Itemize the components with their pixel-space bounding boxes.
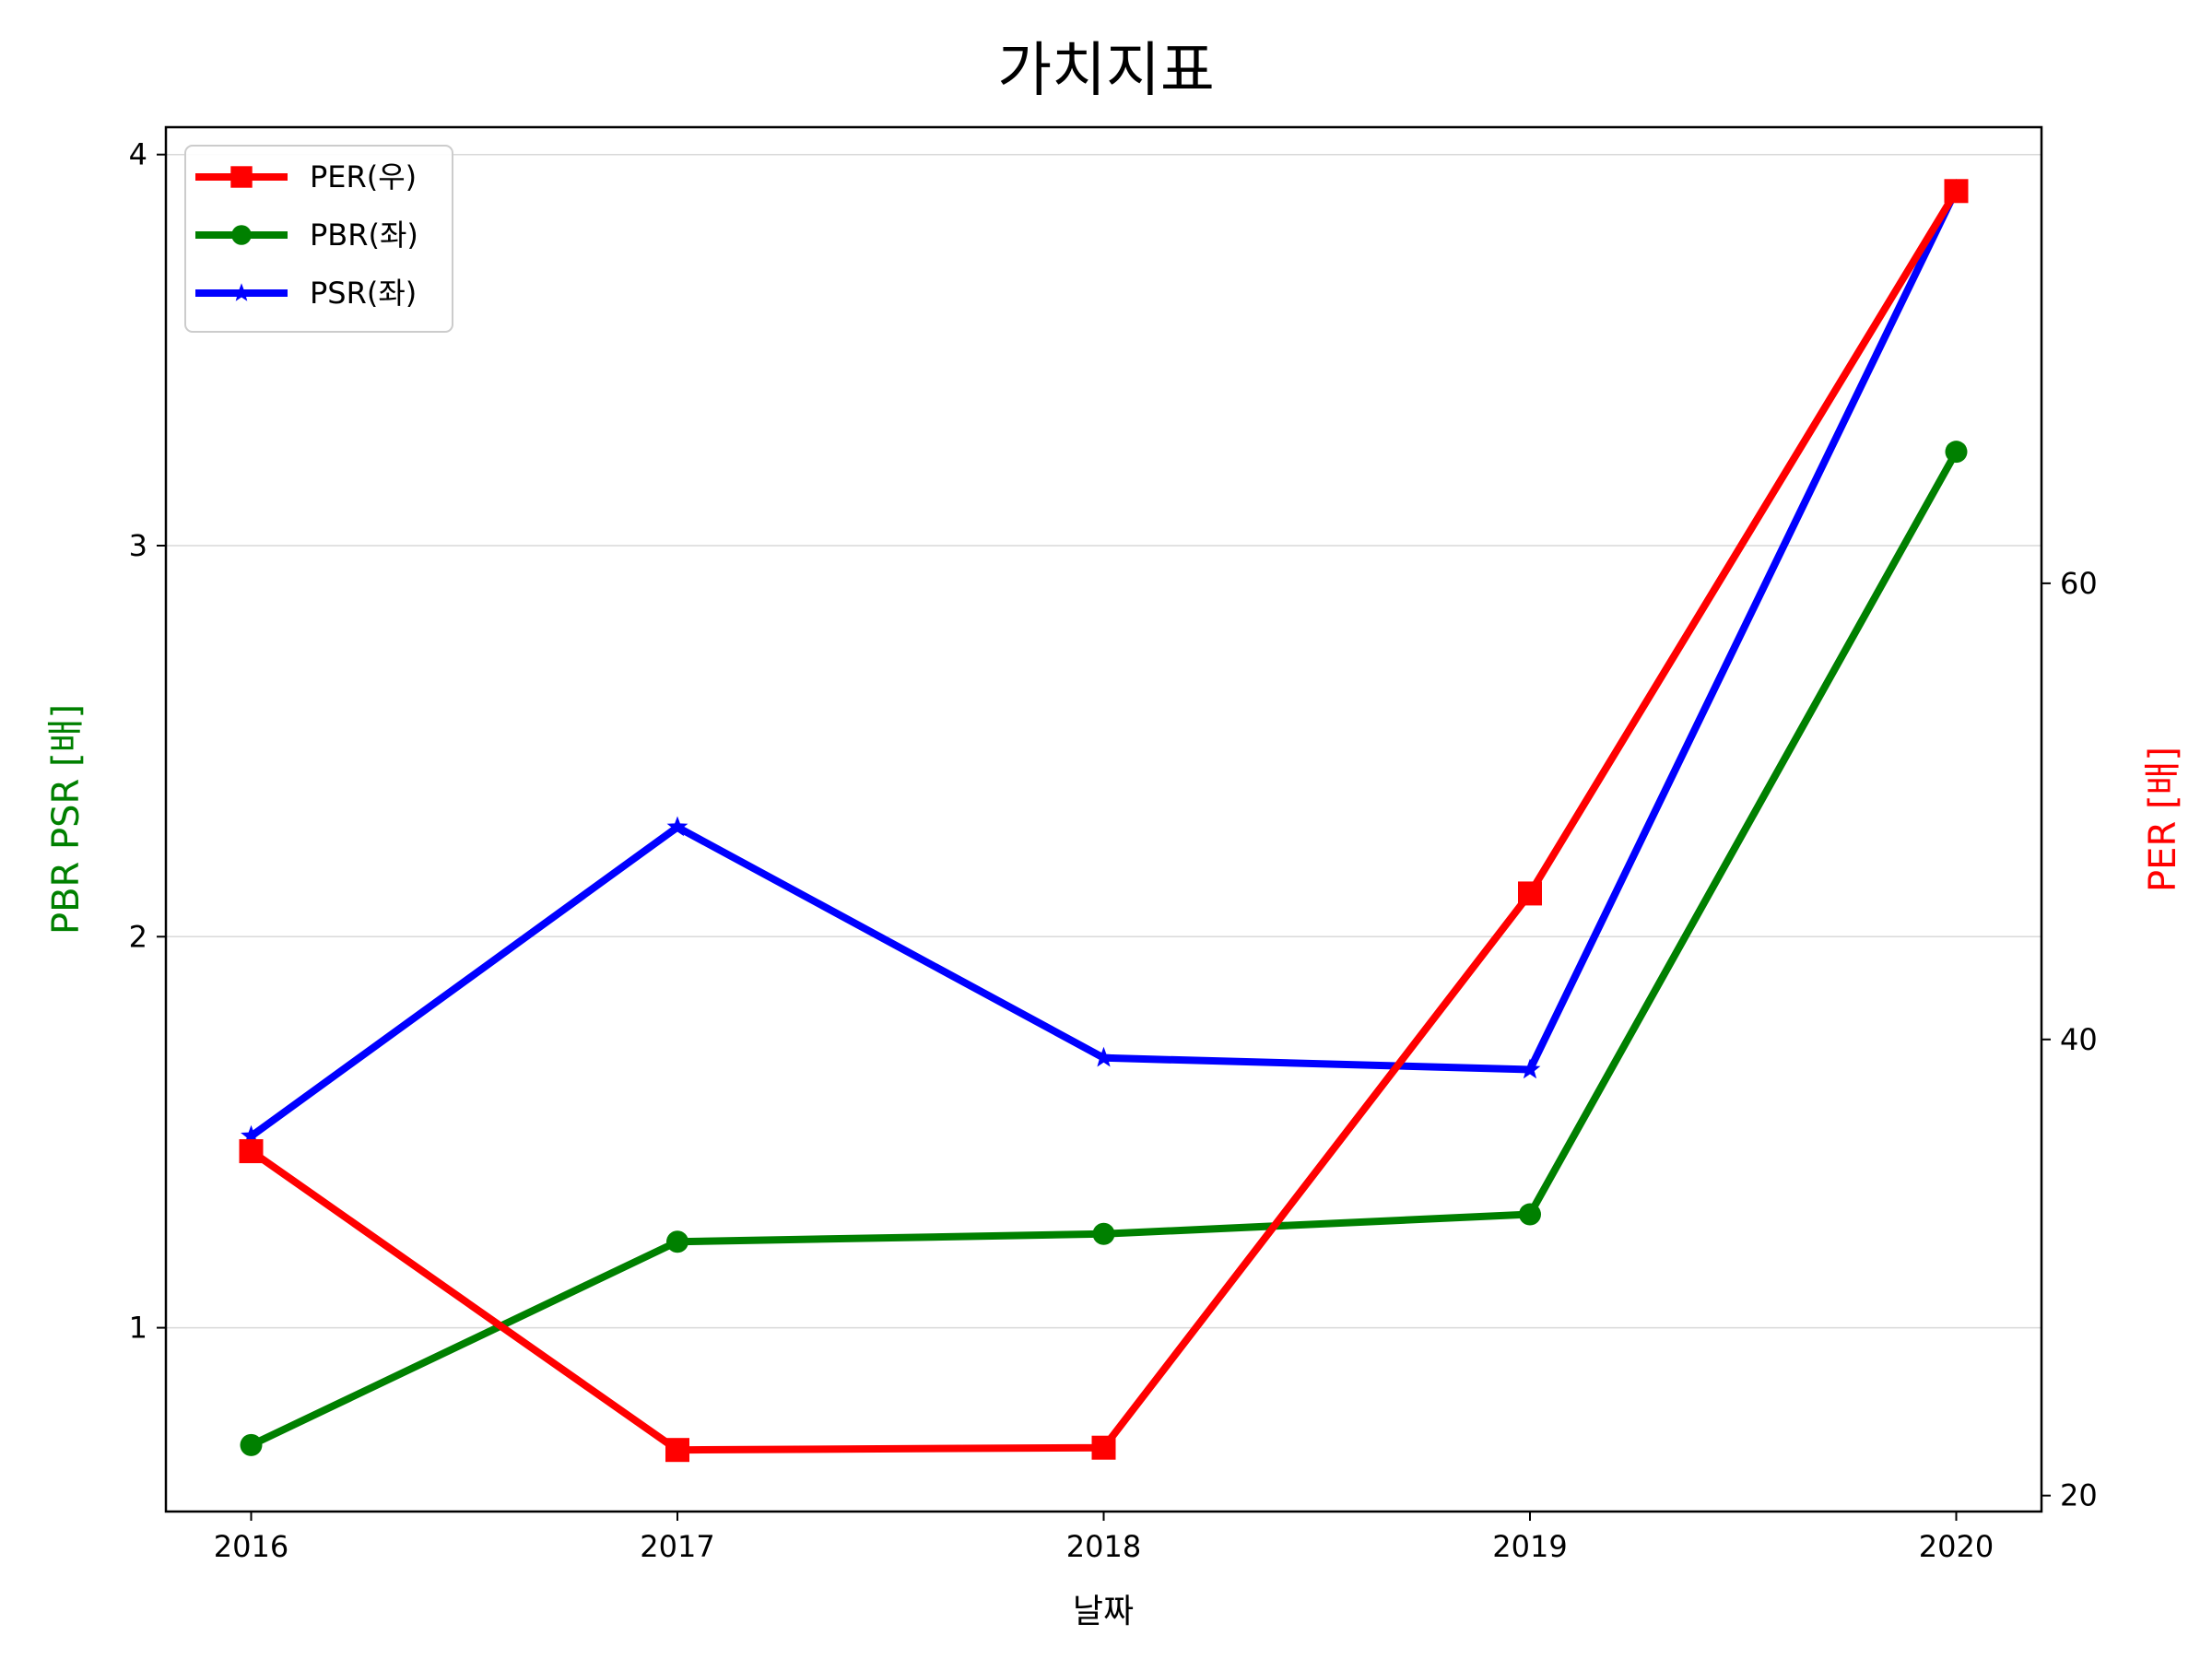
- right-y-tick-label: 20: [2060, 1478, 2098, 1513]
- x-tick-label: 2020: [1919, 1529, 1994, 1564]
- data-point-pbr: [1945, 441, 1968, 464]
- data-point-pbr: [666, 1230, 688, 1253]
- legend-label: PBR(좌): [310, 218, 418, 253]
- legend-box: [184, 145, 453, 333]
- data-point-psr: [1519, 1058, 1541, 1079]
- series-line-psr: [247, 185, 1960, 1140]
- data-point-pbr: [240, 1433, 263, 1456]
- legend-swatch-marker: [231, 225, 252, 245]
- data-point-psr: [241, 1124, 262, 1146]
- data-point-pbr: [1519, 1203, 1541, 1226]
- left-y-tick-label: 4: [129, 137, 147, 172]
- gridlines: [166, 153, 2041, 1329]
- series-per: [239, 179, 1969, 1463]
- legend-item-pbr: PBR(좌): [195, 218, 418, 253]
- legend-swatch-marker: [231, 283, 252, 301]
- data-point-psr: [1093, 1046, 1114, 1067]
- x-tick-label: 2017: [640, 1529, 714, 1564]
- right-y-tick-label: 60: [2060, 566, 2098, 601]
- x-axis: 2016 2017 2018 2019 2020: [214, 1512, 1994, 1564]
- series-pbr: [240, 441, 1968, 1456]
- left-y-tick-label: 3: [129, 528, 147, 563]
- data-point-pbr: [1092, 1222, 1115, 1245]
- data-point-per: [1944, 179, 1969, 204]
- x-tick-label: 2018: [1066, 1529, 1141, 1564]
- right-y-axis: 20 40 60: [2041, 566, 2098, 1513]
- left-y-tick-label: 1: [129, 1311, 147, 1346]
- legend: PER(우) PBR(좌) PSR(좌): [184, 145, 453, 333]
- legend-label: PER(우): [310, 159, 417, 194]
- x-axis-label: 날짜: [1073, 1593, 1134, 1630]
- plot-area-frame: [164, 125, 2043, 1513]
- left-y-axis-label: PBR PSR [배]: [45, 704, 88, 935]
- series-line-per: [247, 187, 1960, 1454]
- legend-label: PSR(좌): [310, 276, 417, 311]
- left-y-tick-label: 2: [129, 919, 147, 954]
- series-layer: [239, 178, 1969, 1463]
- right-y-axis-label: PER [배]: [2142, 747, 2184, 892]
- legend-item-psr: PSR(좌): [195, 276, 417, 311]
- data-point-per: [1091, 1435, 1116, 1460]
- right-y-tick-label: 40: [2060, 1022, 2098, 1057]
- data-point-per: [665, 1438, 689, 1463]
- data-point-per: [239, 1139, 264, 1164]
- legend-item-per: PER(우): [195, 159, 417, 194]
- left-y-axis: 1 2 3 4: [129, 137, 166, 1346]
- data-point-per: [1518, 881, 1542, 906]
- series-psr: [241, 178, 1967, 1146]
- legend-swatch-marker: [230, 166, 253, 188]
- chart-title: 가치지표: [997, 37, 1215, 105]
- data-point-psr: [666, 816, 688, 837]
- x-tick-label: 2019: [1492, 1529, 1567, 1564]
- x-tick-label: 2016: [214, 1529, 288, 1564]
